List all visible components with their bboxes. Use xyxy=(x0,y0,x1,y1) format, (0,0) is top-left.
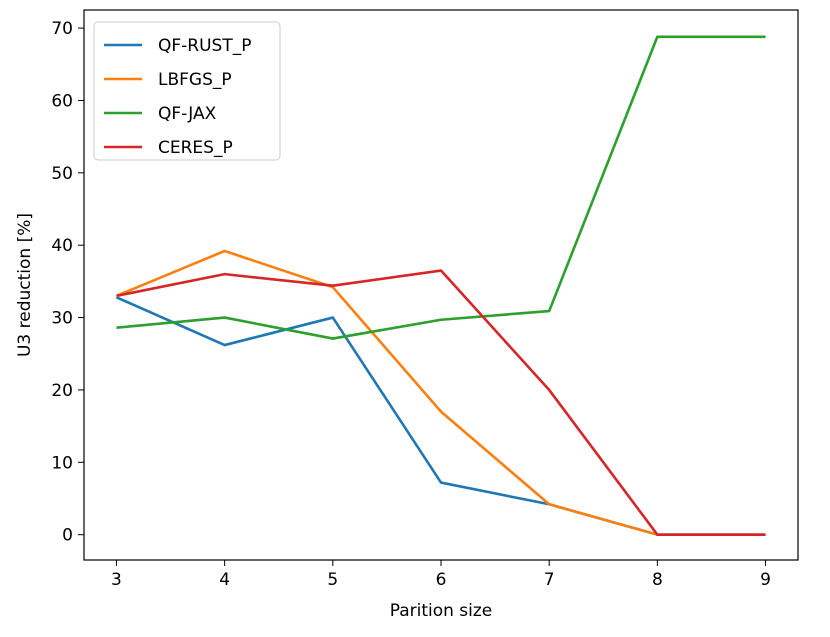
y-axis: 0 10 20 30 40 50 60 70 xyxy=(51,19,84,546)
y-tick-label: 10 xyxy=(51,453,73,473)
legend-box xyxy=(93,21,281,161)
x-axis-label: Parition size xyxy=(390,601,493,621)
y-axis-label: U3 reduction [%] xyxy=(15,213,35,357)
y-tick-label: 50 xyxy=(51,164,73,184)
series-line-lbfgs-p xyxy=(115,249,766,536)
legend-label-qf-rust-p: QF-RUST_P xyxy=(158,36,251,56)
legend-label-ceres-p: CERES_P xyxy=(158,138,233,158)
y-tick-label: 70 xyxy=(51,19,73,39)
series-line-qf-rust-p xyxy=(115,296,766,536)
series-line-ceres-p xyxy=(116,269,766,536)
x-tick-label: 9 xyxy=(760,570,771,590)
y-tick-label: 0 xyxy=(62,526,73,546)
x-axis: 3 4 5 6 7 8 9 xyxy=(111,560,771,590)
series-layer xyxy=(115,35,766,536)
x-tick-label: 7 xyxy=(544,570,555,590)
y-tick-label: 20 xyxy=(51,381,73,401)
x-tick-label: 5 xyxy=(327,570,338,590)
x-tick-label: 4 xyxy=(219,570,230,590)
y-tick-label: 60 xyxy=(51,91,73,111)
x-tick-label: 6 xyxy=(436,570,447,590)
legend-label-lbfgs-p: LBFGS_P xyxy=(158,70,232,90)
series-line-qf-jax xyxy=(116,35,766,340)
legend-label-qf-jax: QF-JAX xyxy=(158,104,217,124)
legend: QF-RUST_P LBFGS_P QF-JAX CERES_P xyxy=(93,21,281,161)
x-tick-label: 8 xyxy=(652,570,663,590)
y-tick-label: 30 xyxy=(51,309,73,329)
x-tick-label: 3 xyxy=(111,570,122,590)
y-tick-label: 40 xyxy=(51,236,73,256)
